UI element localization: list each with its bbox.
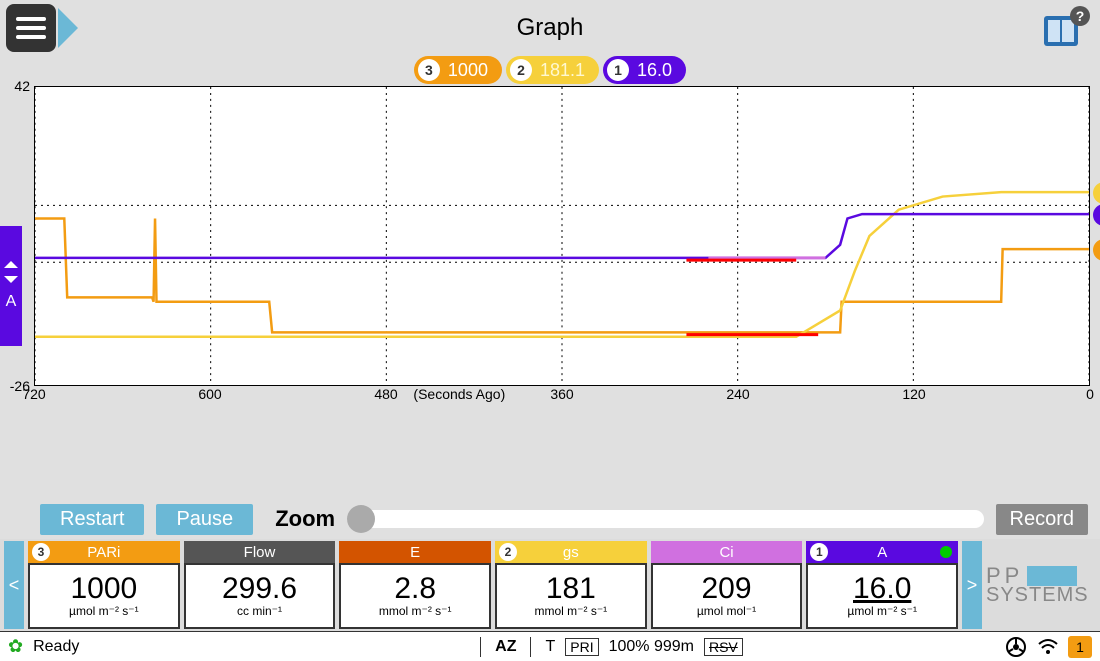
status-ready: Ready [33,638,79,656]
card-unit: cc min⁻¹ [237,604,282,618]
card-name: E [410,544,420,561]
card-unit: µmol m⁻² s⁻¹ [69,604,139,618]
data-card-gs[interactable]: 2 gs 181 mmol m⁻² s⁻¹ [495,541,647,629]
cards-prev-button[interactable]: < [4,541,24,629]
xtick: 240 [726,386,749,402]
help-button[interactable]: ? [1042,6,1090,50]
chart-plot: 213 [34,86,1090,386]
card-value: 1000 [70,574,137,604]
xtick: 120 [902,386,925,402]
menu-arrow-icon [58,8,78,48]
status-bar: ✿ Ready AZ T PRI 100% 999m RSV 1 [0,631,1100,661]
xtick: 360 [550,386,573,402]
xtick: 720 [22,386,45,402]
card-name: A [877,544,887,561]
card-value: 16.0 [853,574,911,604]
record-button[interactable]: Record [996,504,1088,535]
xaxis: 7206004803602401200(Seconds Ago) [34,386,1090,408]
legend-pill[interactable]: 116.0 [603,56,686,84]
brand-logo: PP SYSTEMS [986,541,1096,629]
card-value: 299.6 [222,574,297,604]
cards-next-button[interactable]: > [962,541,982,629]
pause-button[interactable]: Pause [156,504,253,535]
ytick-max: 42 [14,78,34,94]
xtick: 600 [198,386,221,402]
data-card-a[interactable]: 1 A 16.0 µmol m⁻² s⁻¹ [806,541,958,629]
card-name: Ci [719,544,733,561]
card-name: PARi [87,544,120,561]
zoom-slider[interactable] [347,510,983,528]
xtick: 0 [1086,386,1094,402]
card-unit: µmol m⁻² s⁻¹ [847,604,917,618]
svg-text:?: ? [1076,8,1085,24]
zoom-label: Zoom [275,506,335,532]
card-value: 209 [701,574,751,604]
status-badge[interactable]: 1 [1068,636,1092,658]
page-title: Graph [0,14,1100,42]
card-name: gs [563,544,579,561]
series-end-badge: 3 [1093,239,1100,261]
chart-legend: 310002181.1116.0 [10,56,1090,84]
card-unit: mmol m⁻² s⁻¹ [535,604,608,618]
series-end-badge: 1 [1093,204,1100,226]
data-card-e[interactable]: E 2.8 mmol m⁻² s⁻¹ [339,541,491,629]
status-az: AZ [495,638,516,656]
series-end-badge: 2 [1093,182,1100,204]
wifi-icon [1036,636,1060,658]
status-pri: PRI [565,638,598,656]
menu-button[interactable] [6,4,56,52]
restart-button[interactable]: Restart [40,504,144,535]
wheel-icon [1004,636,1028,658]
legend-pill[interactable]: 2181.1 [506,56,599,84]
svg-text:A: A [6,293,17,310]
status-pct: 100% 999m [609,638,694,656]
card-unit: mmol m⁻² s⁻¹ [379,604,452,618]
data-card-pari[interactable]: 3 PARi 1000 µmol m⁻² s⁻¹ [28,541,180,629]
data-card-ci[interactable]: Ci 209 µmol mol⁻¹ [651,541,803,629]
card-unit: µmol mol⁻¹ [697,604,756,618]
xlabel: (Seconds Ago) [413,386,505,402]
leaf-icon: ✿ [8,636,23,657]
data-card-flow[interactable]: Flow 299.6 cc min⁻¹ [184,541,336,629]
card-name: Flow [244,544,276,561]
legend-pill[interactable]: 31000 [414,56,502,84]
status-rsv: RSV [704,638,743,656]
status-t: T [545,638,555,656]
card-value: 181 [546,574,596,604]
card-value: 2.8 [394,574,436,604]
xtick: 480 [374,386,397,402]
yaxis-tab[interactable]: A [0,226,22,346]
